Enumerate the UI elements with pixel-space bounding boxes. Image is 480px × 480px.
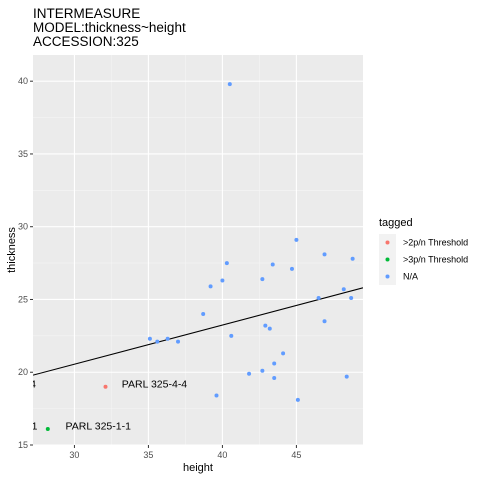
grid — [33, 55, 363, 446]
x-axis-title: height — [183, 462, 213, 474]
data-point — [263, 323, 268, 328]
data-point — [201, 312, 206, 317]
data-point — [220, 278, 225, 283]
data-point — [270, 262, 275, 267]
data-point — [45, 426, 50, 431]
data-point — [155, 339, 160, 344]
x-tick-label: 45 — [291, 450, 301, 460]
data-point — [272, 361, 277, 366]
legend: tagged >2p/n Threshold >3p/n Threshold N/A — [379, 217, 468, 285]
x-tick-label: 40 — [217, 450, 227, 460]
title-line-3: ACCESSION:325 — [33, 34, 139, 49]
legend-title: tagged — [379, 217, 413, 229]
data-point — [350, 256, 355, 261]
legend-label: N/A — [403, 272, 418, 282]
y-tick-label: 25 — [18, 294, 28, 304]
data-point — [267, 326, 272, 331]
axes: 30 35 40 45 15 20 25 30 35 40 — [18, 76, 301, 460]
legend-key — [385, 274, 390, 279]
y-tick-label: 20 — [18, 367, 28, 377]
y-axis-title: thickness — [6, 227, 18, 273]
regression-line — [33, 287, 363, 376]
data-point — [229, 333, 234, 338]
data-point — [103, 384, 108, 389]
point-label: PARL 325-1-1 — [66, 421, 132, 433]
point-label: PARL 325-1-1 — [0, 421, 38, 433]
data-point — [289, 266, 294, 271]
data-point — [349, 296, 354, 301]
data-point — [341, 287, 346, 292]
data-point — [295, 397, 300, 402]
data-point — [227, 82, 232, 87]
data-layer: PARL 325-4-4 PARL 325-4-4 PARL 325-1-1 PARL… — [0, 82, 363, 433]
y-tick-label: 35 — [18, 149, 28, 159]
data-point — [294, 237, 299, 242]
legend-label: >2p/n Threshold — [403, 238, 468, 248]
chart-title: INTERMEASURE MODEL:thickness~height ACCE… — [33, 6, 186, 49]
data-point — [322, 252, 327, 257]
data-point — [224, 261, 229, 266]
data-point — [176, 339, 181, 344]
data-point — [214, 393, 219, 398]
data-point — [165, 336, 170, 341]
data-point — [247, 371, 252, 376]
legend-key — [385, 240, 390, 245]
legend-label: >3p/n Threshold — [403, 255, 468, 265]
data-point — [281, 351, 286, 356]
point-label: PARL 325-4-4 — [122, 378, 188, 390]
plot-panel — [33, 55, 363, 445]
data-point — [260, 368, 265, 373]
title-line-1: INTERMEASURE — [33, 6, 140, 21]
y-tick-label: 40 — [18, 76, 28, 86]
point-label: PARL 325-4-4 — [0, 378, 36, 390]
title-line-2: MODEL:thickness~height — [33, 20, 186, 35]
data-point — [260, 277, 265, 282]
data-point — [147, 336, 152, 341]
y-tick-label: 30 — [18, 222, 28, 232]
x-tick-label: 30 — [69, 450, 79, 460]
x-tick-label: 35 — [143, 450, 153, 460]
legend-key — [385, 257, 390, 262]
data-point — [272, 376, 277, 381]
y-tick-label: 15 — [18, 440, 28, 450]
data-point — [322, 319, 327, 324]
data-point — [316, 296, 321, 301]
data-point — [208, 284, 213, 289]
data-point — [344, 374, 349, 379]
